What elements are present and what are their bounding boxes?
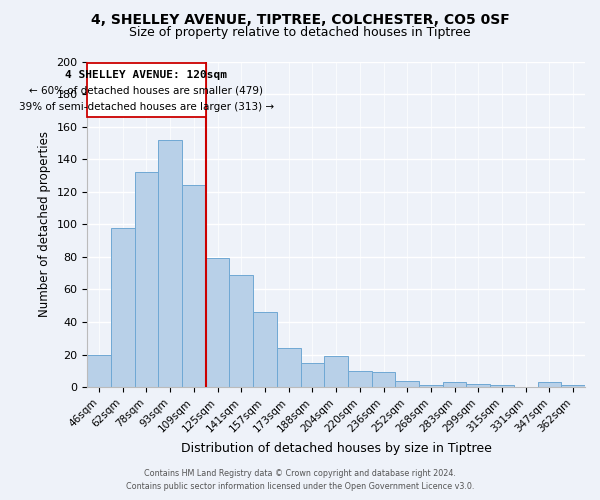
Bar	[324, 356, 348, 387]
Bar	[206, 258, 229, 387]
Bar	[134, 172, 158, 387]
Bar	[348, 371, 371, 387]
Bar	[443, 382, 466, 387]
Bar	[490, 386, 514, 387]
Bar	[371, 372, 395, 387]
Bar	[277, 348, 301, 387]
Text: 39% of semi-detached houses are larger (313) →: 39% of semi-detached houses are larger (…	[19, 102, 274, 112]
Bar	[253, 312, 277, 387]
Text: ← 60% of detached houses are smaller (479): ← 60% of detached houses are smaller (47…	[29, 86, 263, 96]
Bar	[111, 228, 134, 387]
Bar	[229, 275, 253, 387]
Bar	[87, 63, 206, 117]
Bar	[158, 140, 182, 387]
Bar	[466, 384, 490, 387]
Text: Size of property relative to detached houses in Tiptree: Size of property relative to detached ho…	[129, 26, 471, 39]
Bar	[301, 362, 324, 387]
Text: 4 SHELLEY AVENUE: 120sqm: 4 SHELLEY AVENUE: 120sqm	[65, 70, 227, 80]
X-axis label: Distribution of detached houses by size in Tiptree: Distribution of detached houses by size …	[181, 442, 491, 455]
Bar	[538, 382, 561, 387]
Y-axis label: Number of detached properties: Number of detached properties	[38, 132, 51, 318]
Bar	[419, 386, 443, 387]
Bar	[87, 354, 111, 387]
Bar	[395, 380, 419, 387]
Text: Contains HM Land Registry data © Crown copyright and database right 2024.
Contai: Contains HM Land Registry data © Crown c…	[126, 470, 474, 491]
Bar	[561, 386, 585, 387]
Text: 4, SHELLEY AVENUE, TIPTREE, COLCHESTER, CO5 0SF: 4, SHELLEY AVENUE, TIPTREE, COLCHESTER, …	[91, 12, 509, 26]
Bar	[182, 185, 206, 387]
